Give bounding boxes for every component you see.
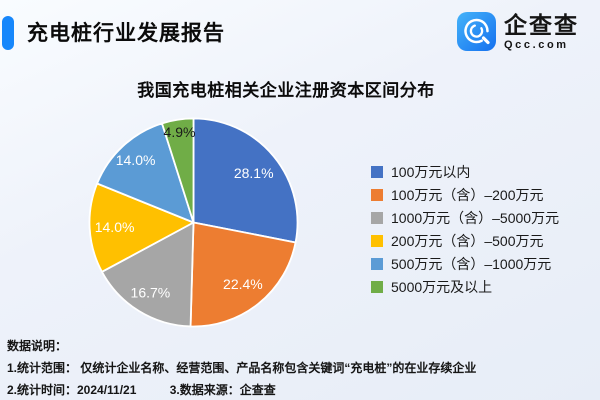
legend-item: 5000万元及以上 [371,275,559,298]
legend-swatch [371,165,383,178]
notes-data-source: 3.数据来源：企查查 [169,383,276,397]
title-accent-bar [2,16,14,50]
legend-item: 500万元（含）–1000万元 [371,252,559,275]
pie-slice [88,182,195,273]
pie-value-label: 16.7% [131,284,171,300]
legend-label: 100万元（含）–200万元 [391,186,544,203]
chart-legend: 100万元以内 100万元（含）–200万元 1000万元（含）–5000万元 … [371,160,559,298]
pie-value-label: 14.0% [116,152,156,168]
qcc-logo-domain: Qcc.com [504,39,569,51]
pie-value-label: 4.9% [164,124,196,140]
legend-item: 1000万元（含）–5000万元 [371,206,559,229]
legend-label: 500万元（含）–1000万元 [391,255,552,272]
qcc-logo-name: 企查查 [504,12,579,38]
pie-chart: 28.1% 22.4% 16.7% 14.0% 14.0% 4.9% [86,115,301,330]
legend-swatch [371,234,383,247]
legend-item: 200万元（含）–500万元 [371,229,559,252]
qcc-logo-text: 企查查 Qcc.com [504,12,579,51]
pie-slice [192,117,299,244]
qcc-logo: 企查查 Qcc.com [457,12,579,51]
pie-value-label: 14.0% [95,219,135,235]
pie-slice [101,221,195,328]
legend-label: 200万元（含）–500万元 [391,232,544,249]
pie-chart-svg: 28.1% 22.4% 16.7% 14.0% 14.0% 4.9% [88,117,299,328]
chart-title: 我国充电桩相关企业注册资本区间分布 [137,81,435,100]
notes-stat-date: 2.统计时间：2024/11/21 [7,383,137,397]
notes-line2: 2.统计时间：2024/11/21 3.数据来源：企查查 [7,379,476,400]
legend-label: 1000万元（含）–5000万元 [391,209,560,226]
page-title: 充电桩行业发展报告 [27,22,225,45]
data-notes: 数据说明： 1.统计范围： 仅统计企业名称、经营范围、产品名称包含关键词“充电桩… [7,335,476,400]
notes-line1: 1.统计范围： 仅统计企业名称、经营范围、产品名称包含关键词“充电桩”的在业存续… [7,361,477,375]
notes-heading: 数据说明： [7,339,68,353]
qcc-logo-icon [457,12,496,51]
legend-label: 100万元以内 [391,163,471,180]
legend-label: 5000万元及以上 [391,278,493,295]
legend-swatch [371,188,383,201]
legend-item: 100万元以内 [371,160,559,183]
pie-value-label: 28.1% [234,165,274,181]
pie-slice [161,117,195,224]
legend-swatch [371,257,383,270]
legend-swatch [371,280,383,293]
legend-swatch [371,211,383,224]
legend-item: 100万元（含）–200万元 [371,183,559,206]
pie-slice [189,221,297,328]
pie-value-label: 22.4% [223,276,263,292]
